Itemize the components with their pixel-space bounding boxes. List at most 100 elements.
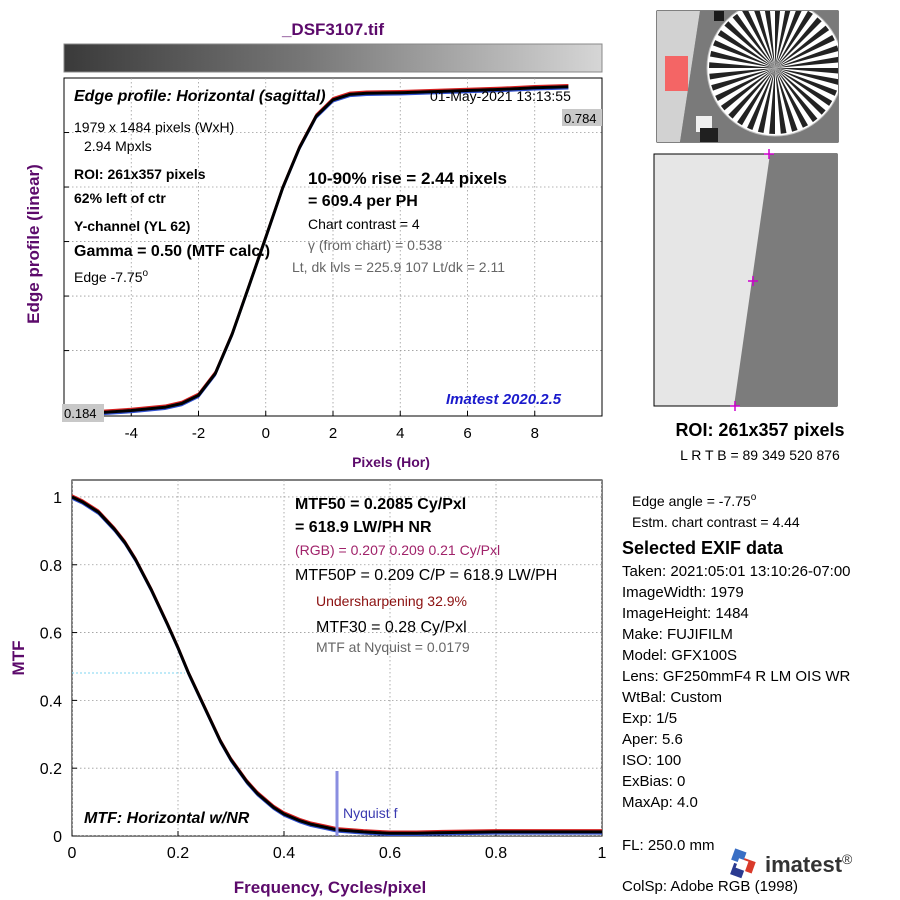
star-wedge [732, 13, 775, 68]
star-wedge [775, 11, 813, 68]
star-wedge [775, 45, 838, 68]
imatest-logo-text: imatest [765, 852, 843, 877]
y-tick-label: 0 [53, 829, 62, 846]
exif-line: ImageWidth: 1979 [622, 584, 744, 601]
mtf-grid [72, 480, 602, 836]
roi-position: 62% left of ctr [74, 190, 166, 206]
mtf-panel-title: MTF: Horizontal w/NR [84, 810, 250, 827]
star-wedge [775, 68, 838, 85]
rise-per-ph: = 609.4 per PH [308, 193, 418, 210]
star-wedge [713, 40, 775, 68]
exif-line: ImageHeight: 1484 [622, 605, 749, 622]
exif-line: Lens: GF250mmF4 R LM OIS WR [622, 668, 851, 685]
x-tick-label: 0.2 [167, 845, 189, 862]
undersharpening: Undersharpening 32.9% [316, 593, 467, 609]
mtf50p-value: MTF50P = 0.209 C/P = 618.9 LW/PH [295, 567, 557, 584]
mtf-series [72, 494, 602, 836]
roi-title: ROI: 261x357 pixels [675, 420, 844, 440]
star-wedge [709, 68, 775, 80]
edge-datetime: 01-May-2021 13:13:55 [430, 88, 571, 104]
star-wedge [775, 25, 830, 69]
x-tick-label: 8 [531, 425, 539, 442]
mtf30-value: MTF30 = 0.28 Cy/Pxl [316, 619, 467, 636]
edge-angle-text: Edge -7.75o [74, 268, 149, 285]
roi-size: ROI: 261x357 pixels [74, 166, 206, 182]
gamma-from-chart: γ (from chart) = 0.538 [308, 237, 442, 253]
mtf50-value: MTF50 = 0.2085 Cy/Pxl [295, 496, 466, 513]
x-tick-label: -4 [125, 425, 138, 442]
exif-line: ExBias: 0 [622, 773, 685, 790]
y-tick-label: 1 [53, 490, 62, 507]
exif-line: Aper: 5.6 [622, 731, 683, 748]
low-level-box [62, 404, 104, 422]
high-level-label: 0.784 [564, 111, 597, 126]
stats-chart-contrast: Estm. chart contrast = 4.44 [632, 514, 800, 530]
exif-line: Taken: 2021:05:01 13:10:26-07:00 [622, 563, 851, 580]
star-wedge [742, 11, 775, 68]
star-wedge [775, 68, 818, 123]
star-wedge [775, 56, 838, 68]
x-tick-label: 6 [463, 425, 471, 442]
mtf-ylabel: MTF [9, 641, 28, 676]
edge-grid [64, 78, 602, 416]
imatest-logo: imatest ® [730, 848, 853, 879]
version-label: Imatest 2020.2.5 [446, 391, 562, 408]
star-wedge [757, 68, 775, 133]
star-wedge [720, 68, 775, 111]
star-wedge [709, 62, 775, 68]
star-wedge [775, 68, 787, 134]
exif-line: Exp: 1/5 [622, 710, 677, 727]
edge-ticks: -4 -2 0 2 4 6 8 [64, 132, 539, 442]
gradient-strip [63, 43, 603, 73]
star-wedge [711, 68, 775, 91]
exif-line: ColSp: Adobe RGB (1998) [622, 878, 798, 895]
x-tick-label: 4 [396, 425, 404, 442]
y-tick-label: 0.2 [40, 761, 62, 778]
star-wedge [775, 35, 835, 68]
star-wedge [775, 68, 838, 74]
exif-line: FL: 250.0 mm [622, 837, 715, 854]
y-tick-label: 0.8 [40, 558, 62, 575]
image-dims: 1979 x 1484 pixels (WxH) [74, 119, 234, 135]
star-wedge [775, 68, 837, 96]
exif-line: Model: GFX100S [622, 647, 737, 664]
x-tick-label: 0.4 [273, 845, 295, 862]
luminance-trace [72, 495, 602, 835]
x-tick-label: 1 [598, 845, 607, 862]
low-level-label: 0.184 [64, 406, 97, 421]
mtf-at-nyquist: MTF at Nyquist = 0.0179 [316, 639, 470, 655]
star-wedge [775, 11, 791, 68]
mtf-ticks: 0 0.2 0.4 0.6 0.8 1 0 0.2 0.4 0.6 0.8 1 [40, 490, 607, 862]
exif-title: Selected EXIF data [622, 538, 784, 558]
exif-list: Taken: 2021:05:01 13:10:26-07:00 ImageWid… [622, 563, 851, 895]
roi-image [653, 149, 838, 411]
star-wedge [754, 11, 775, 68]
star-wedge [764, 11, 775, 68]
light-dark-levels: Lt, dk lvls = 225.9 107 Lt/dk = 2.11 [292, 259, 505, 275]
star-wedge [728, 68, 775, 119]
stats-edge-angle: Edge angle = -7.75o [632, 492, 757, 509]
roi-highlight [665, 56, 688, 91]
image-mpxls: 2.94 Mpxls [84, 138, 152, 154]
star-wedge [775, 68, 808, 128]
x-tick-label: 0 [262, 425, 270, 442]
exif-line: MaxAp: 4.0 [622, 794, 698, 811]
x-tick-label: 0 [68, 845, 77, 862]
nyquist-line [335, 771, 339, 836]
star-wedge [724, 21, 775, 68]
chart-thumbnail [656, 10, 839, 143]
x-tick-label: 2 [329, 425, 337, 442]
mtf50-rgb: (RGB) = 0.207 0.209 0.21 Cy/Pxl [295, 542, 500, 558]
star-wedge [717, 30, 775, 69]
star-wedge [775, 68, 826, 115]
luminance-trace [64, 85, 569, 416]
star-wedge [715, 68, 775, 101]
star-wedge [775, 11, 781, 68]
mtf-xlabel: Frequency, Cycles/pixel [234, 878, 426, 897]
star-wedge [775, 68, 798, 132]
edge-series [64, 83, 569, 416]
x-tick-label: 0.6 [379, 845, 401, 862]
star-wedge [775, 68, 833, 106]
chart-contrast: Chart contrast = 4 [308, 216, 420, 232]
